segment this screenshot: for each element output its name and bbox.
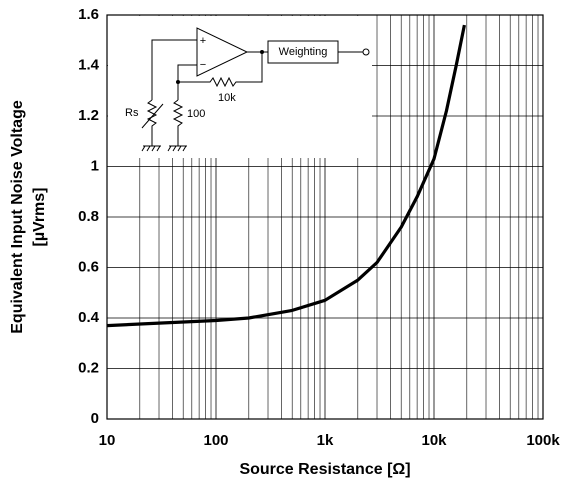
x-tick-label: 1k xyxy=(317,432,334,449)
x-tick-label: 100k xyxy=(526,432,560,449)
x-tick-label: 100 xyxy=(203,432,228,449)
circuit-wires xyxy=(141,27,370,152)
y-axis-label: [µVrms] xyxy=(31,187,48,246)
y-tick-label: 0.6 xyxy=(78,258,99,275)
circuit-inset: + − Weighting Rs 100 10k xyxy=(108,16,372,158)
y-tick-label: 1 xyxy=(91,157,99,174)
minus-sign: − xyxy=(200,59,206,71)
wire xyxy=(151,39,197,100)
data-line xyxy=(106,24,466,328)
y-tick-label: 1.6 xyxy=(78,6,99,23)
y-tick-label: 0.8 xyxy=(78,208,99,225)
resistor-rs xyxy=(146,99,158,146)
x-tick-label: 10k xyxy=(421,432,447,449)
junction xyxy=(260,50,264,54)
junction xyxy=(176,80,180,84)
x-tick-label: 10 xyxy=(99,432,116,449)
variable-arrow xyxy=(141,103,164,129)
rf-label: 10k xyxy=(218,92,236,104)
output-terminal xyxy=(362,48,370,56)
wire xyxy=(177,64,197,100)
op-amp xyxy=(196,27,249,77)
y-tick-label: 0.2 xyxy=(78,359,99,376)
ground-hatch xyxy=(141,145,187,152)
y-tick-label: 1.2 xyxy=(78,107,99,124)
inset-background xyxy=(108,16,372,158)
y-tick-label: 1.4 xyxy=(78,56,100,73)
y-axis-label: Equivalent Input Noise Voltage xyxy=(9,100,26,334)
weighting-label: Weighting xyxy=(279,46,328,58)
plot-frame xyxy=(106,14,544,420)
resistor-10k xyxy=(178,52,263,88)
rs-label: Rs xyxy=(125,107,139,119)
y-tick-label: 0.4 xyxy=(78,309,100,326)
plus-sign: + xyxy=(200,35,206,47)
y-tick-label: 0 xyxy=(91,410,99,427)
r1-label: 100 xyxy=(187,108,205,120)
x-axis-label: Source Resistance [Ω] xyxy=(239,461,410,478)
resistor-100 xyxy=(172,99,184,146)
